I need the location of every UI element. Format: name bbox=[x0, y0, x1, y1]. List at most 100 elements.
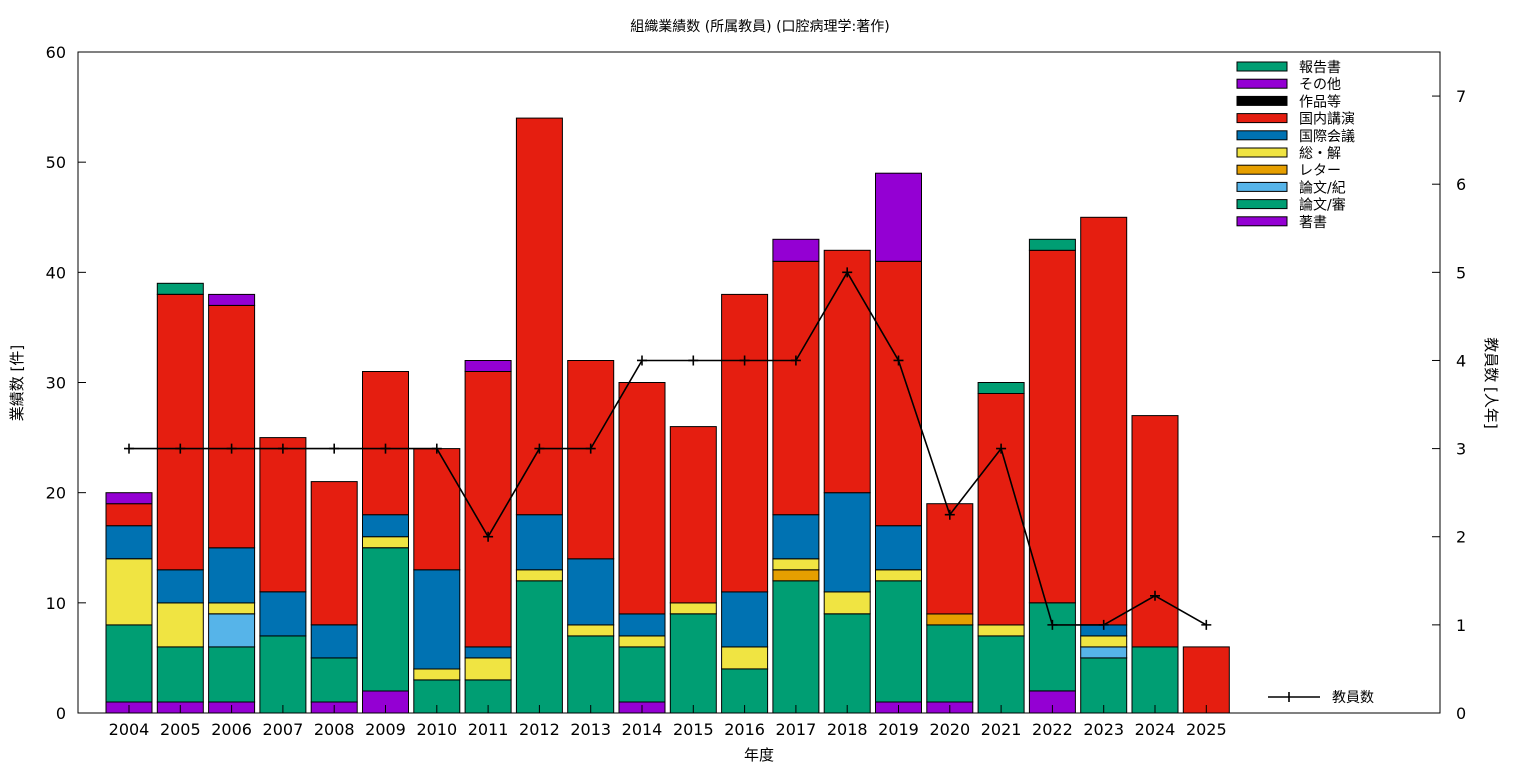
bar-segment-2018-5 bbox=[823, 492, 871, 593]
x-tick-label: 2024 bbox=[1135, 720, 1176, 739]
bar-segment-2004-1 bbox=[105, 624, 153, 703]
legend-swatch-6 bbox=[1236, 113, 1288, 124]
bar-segment-2012-6 bbox=[515, 117, 563, 516]
y-tick-label: 10 bbox=[46, 594, 66, 613]
bar-segment-2008-1 bbox=[310, 657, 358, 703]
legend-line-label: 教員数 bbox=[1332, 690, 1374, 706]
y-tick-label: 50 bbox=[46, 153, 66, 172]
legend-swatch-2 bbox=[1236, 181, 1288, 192]
teacher-count-point-2024 bbox=[1150, 590, 1160, 601]
bar-segment-2020-3 bbox=[926, 613, 974, 626]
teacher-count-line bbox=[129, 270, 1207, 626]
bar-segment-2012-4 bbox=[515, 569, 563, 582]
legend-swatch-3 bbox=[1236, 164, 1288, 175]
bar-segment-2015-4 bbox=[669, 602, 717, 615]
x-tick-label: 2013 bbox=[570, 720, 611, 739]
bar-segment-2013-6 bbox=[567, 360, 615, 560]
y2-tick-label: 3 bbox=[1456, 440, 1466, 459]
legend-label-2: 論文/紀 bbox=[1299, 180, 1346, 196]
legend-swatch-5 bbox=[1236, 130, 1288, 141]
bar-segment-2005-9 bbox=[156, 282, 204, 295]
x-tick-label: 2010 bbox=[416, 720, 457, 739]
y2-tick-label: 6 bbox=[1456, 175, 1466, 194]
bar-segment-2019-1 bbox=[875, 580, 922, 703]
bar-segment-2012-5 bbox=[515, 514, 563, 571]
teacher-count-point-2004 bbox=[124, 443, 134, 454]
bar-segment-2024-6 bbox=[1131, 415, 1179, 648]
x-tick-label: 2023 bbox=[1083, 720, 1124, 739]
bar-segment-2007-1 bbox=[259, 635, 307, 714]
x-tick-label: 2015 bbox=[673, 720, 714, 739]
bar-segment-2011-4 bbox=[464, 657, 512, 681]
bar-segment-2004-4 bbox=[105, 558, 153, 626]
y2-tick-label: 5 bbox=[1456, 263, 1466, 282]
bar-segment-2020-1 bbox=[926, 624, 974, 703]
teacher-count-point-2012 bbox=[534, 443, 545, 454]
bar-segment-2017-5 bbox=[772, 514, 820, 560]
bar-segment-2013-1 bbox=[567, 635, 615, 714]
x-tick-label: 2020 bbox=[929, 720, 970, 739]
teacher-count-point-2023 bbox=[1098, 619, 1109, 630]
bar-segment-2011-8 bbox=[464, 360, 512, 372]
x-tick-label: 2008 bbox=[314, 720, 355, 739]
teacher-count-point-2006 bbox=[226, 443, 237, 454]
x-tick-label: 2006 bbox=[211, 720, 252, 739]
x-tick-label: 2018 bbox=[827, 720, 868, 739]
bar-segment-2005-6 bbox=[156, 293, 204, 571]
bar-segment-2004-8 bbox=[105, 492, 153, 505]
y2-tick-label: 4 bbox=[1456, 351, 1466, 370]
legend-label-9: 報告書 bbox=[1299, 60, 1341, 76]
x-tick-label: 2016 bbox=[724, 720, 765, 739]
y2-tick-label: 1 bbox=[1456, 616, 1466, 635]
teacher-count-point-2017 bbox=[790, 355, 801, 366]
legend-label-3: レター bbox=[1299, 163, 1341, 179]
x-tick-label: 2009 bbox=[365, 720, 406, 739]
bars-group bbox=[105, 117, 1230, 714]
y2-axis-label: 教員数 [人年] bbox=[1482, 337, 1500, 428]
y-tick-label: 60 bbox=[46, 43, 66, 62]
teacher-count-point-2018 bbox=[842, 267, 853, 278]
axes-group: 0 10 20 30 40 50 60 0 1 2 3 4 5 6 7 2004 2005 2006 2007 200… bbox=[46, 43, 1467, 739]
legend-swatch-9 bbox=[1236, 61, 1288, 72]
bar-segment-2015-1 bbox=[669, 613, 717, 714]
legend-swatch-0 bbox=[1236, 216, 1288, 227]
teacher-count-point-2005 bbox=[175, 443, 186, 454]
x-axis-label: 年度 bbox=[744, 746, 774, 764]
teacher-count-point-2011 bbox=[483, 531, 494, 542]
y-tick-label: 0 bbox=[56, 704, 66, 723]
legend-swatch-7 bbox=[1236, 95, 1288, 106]
teacher-count-point-2025 bbox=[1201, 619, 1212, 630]
x-tick-label: 2019 bbox=[878, 720, 919, 739]
legend-label-5: 国際会議 bbox=[1299, 128, 1355, 145]
bar-segment-2019-6 bbox=[875, 260, 922, 527]
legend-swatch-8 bbox=[1236, 78, 1288, 89]
bar-segment-2013-4 bbox=[567, 624, 615, 637]
bar-segment-2008-5 bbox=[310, 624, 358, 659]
bar-segment-2023-1 bbox=[1080, 657, 1128, 714]
bar-segment-2022-9 bbox=[1028, 238, 1076, 251]
teacher-count-point-2007 bbox=[277, 443, 288, 454]
x-tick-label: 2005 bbox=[160, 720, 201, 739]
bar-segment-2012-1 bbox=[515, 580, 563, 714]
x-tick-label: 2014 bbox=[622, 720, 663, 739]
bar-segment-2004-6 bbox=[105, 503, 153, 527]
bar-segment-2009-6 bbox=[362, 371, 409, 516]
legend-label-7: 作品等 bbox=[1299, 93, 1341, 110]
bar-segment-2019-5 bbox=[875, 525, 922, 571]
bar-segment-2016-6 bbox=[721, 293, 769, 593]
bar-segment-2005-4 bbox=[156, 602, 204, 648]
teacher-count-point-2019 bbox=[893, 355, 904, 366]
bar-segment-2006-4 bbox=[208, 602, 256, 615]
bar-segment-2006-1 bbox=[208, 646, 256, 703]
x-tick-label: 2012 bbox=[519, 720, 560, 739]
chart-title: 組織業績数 (所属教員) (口腔病理学:著作) bbox=[630, 19, 889, 35]
x-tick-label: 2022 bbox=[1032, 720, 1073, 739]
bar-segment-2021-1 bbox=[977, 635, 1025, 714]
bar-segment-2018-1 bbox=[823, 613, 871, 714]
bar-segment-2013-5 bbox=[567, 558, 615, 626]
bar-segment-2024-1 bbox=[1131, 646, 1179, 714]
bar-segment-2021-6 bbox=[977, 393, 1025, 626]
bar-segment-2019-4 bbox=[875, 569, 922, 582]
x-tick-label: 2011 bbox=[468, 720, 509, 739]
